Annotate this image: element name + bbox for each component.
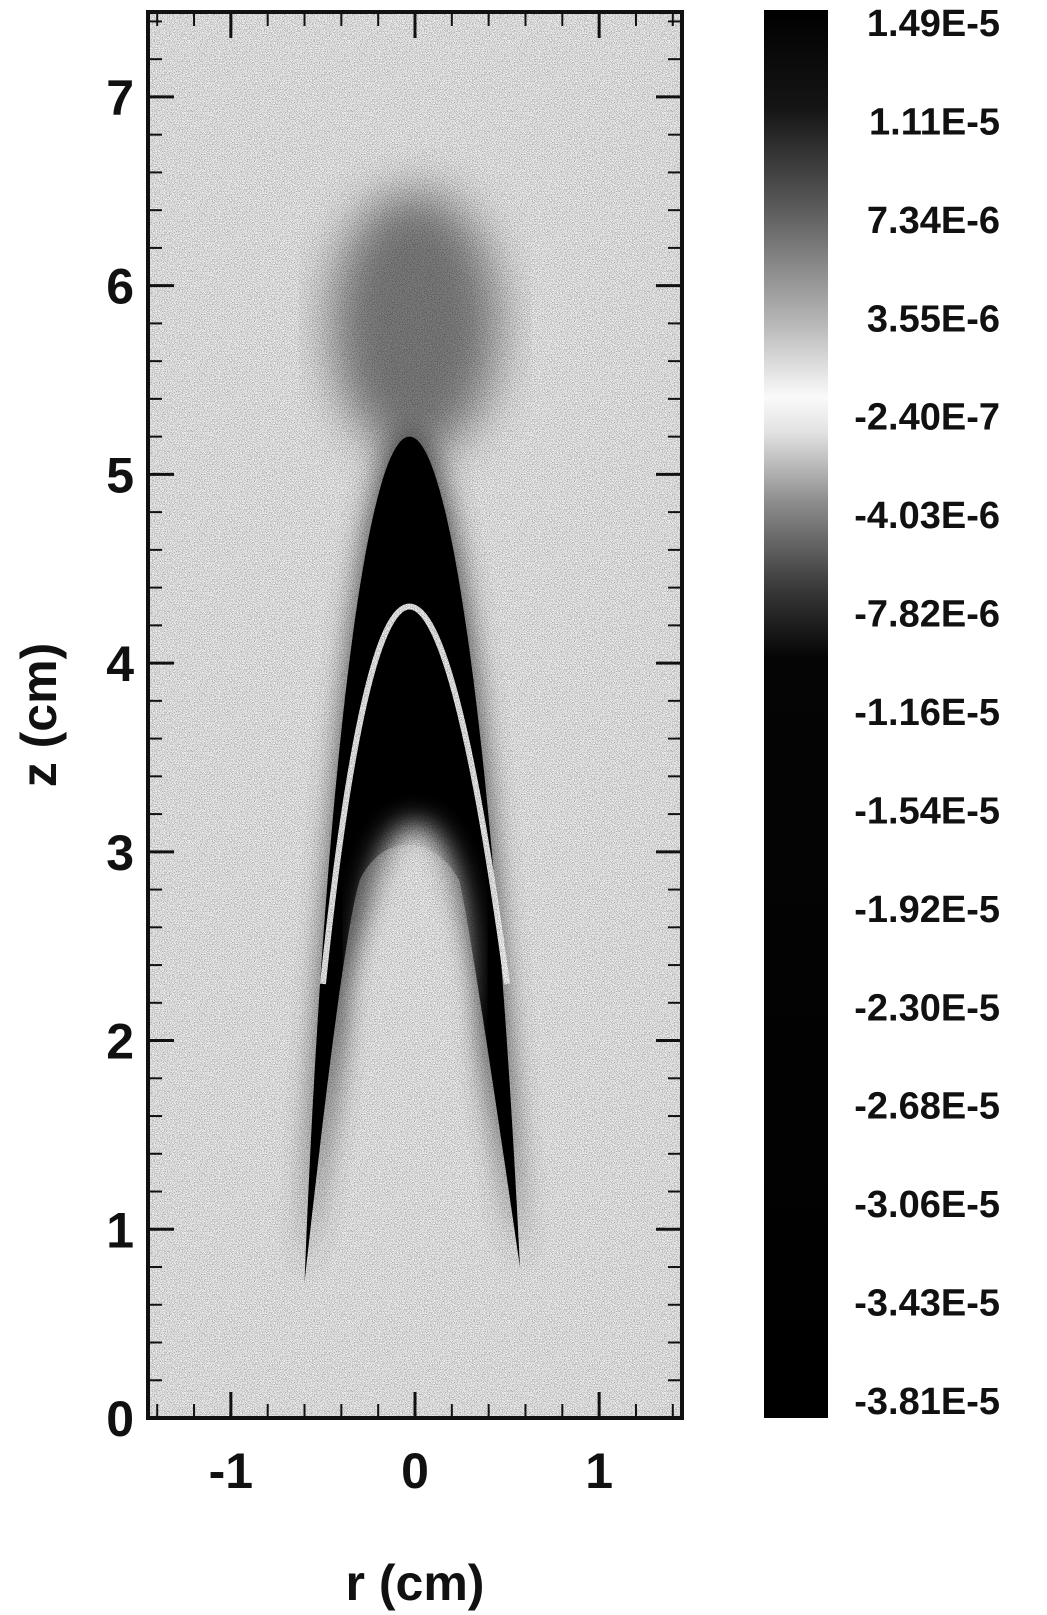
colorbar-label: 1.11E-5 <box>869 101 1000 143</box>
y-axis-title: z (cm) <box>11 643 67 787</box>
colorbar-label: -3.06E-5 <box>854 1184 1000 1226</box>
plot-area <box>148 12 682 1418</box>
colorbar-label: -1.54E-5 <box>854 790 1000 832</box>
y-tick-label: 6 <box>106 259 134 315</box>
colorbar-label: -2.40E-7 <box>854 397 1000 439</box>
axis-ticks <box>148 12 682 1420</box>
y-tick-label: 0 <box>106 1391 134 1447</box>
y-tick-label: 1 <box>106 1202 134 1258</box>
x-tick-label: -1 <box>209 1443 253 1499</box>
colorbar-label: -2.30E-5 <box>854 987 1000 1029</box>
colorbar-label: -3.81E-5 <box>854 1381 1000 1423</box>
y-tick-label: 5 <box>106 447 134 503</box>
colorbar-label: -1.92E-5 <box>854 889 1000 931</box>
x-axis-title: r (cm) <box>346 1555 485 1611</box>
y-tick-label: 4 <box>106 636 134 692</box>
colorbar-label: 3.55E-6 <box>867 298 1000 340</box>
colorbar-label: 7.34E-6 <box>867 200 1000 242</box>
colorbar-label: -2.68E-5 <box>854 1086 1000 1128</box>
speckle-texture <box>148 12 682 1418</box>
colorbar-label: -4.03E-6 <box>854 495 1000 537</box>
y-tick-label: 7 <box>106 70 134 126</box>
colorbar-label: 1.49E-5 <box>867 3 1000 45</box>
colorbar-label: -7.82E-6 <box>854 594 1000 636</box>
colorbar-label: -1.16E-5 <box>854 692 1000 734</box>
y-tick-label: 2 <box>106 1014 134 1070</box>
x-tick-label: 1 <box>585 1443 613 1499</box>
x-tick-label: 0 <box>401 1443 429 1499</box>
y-tick-label: 3 <box>106 825 134 881</box>
colorbar <box>764 10 828 1418</box>
colorbar-label: -3.43E-5 <box>854 1283 1000 1325</box>
